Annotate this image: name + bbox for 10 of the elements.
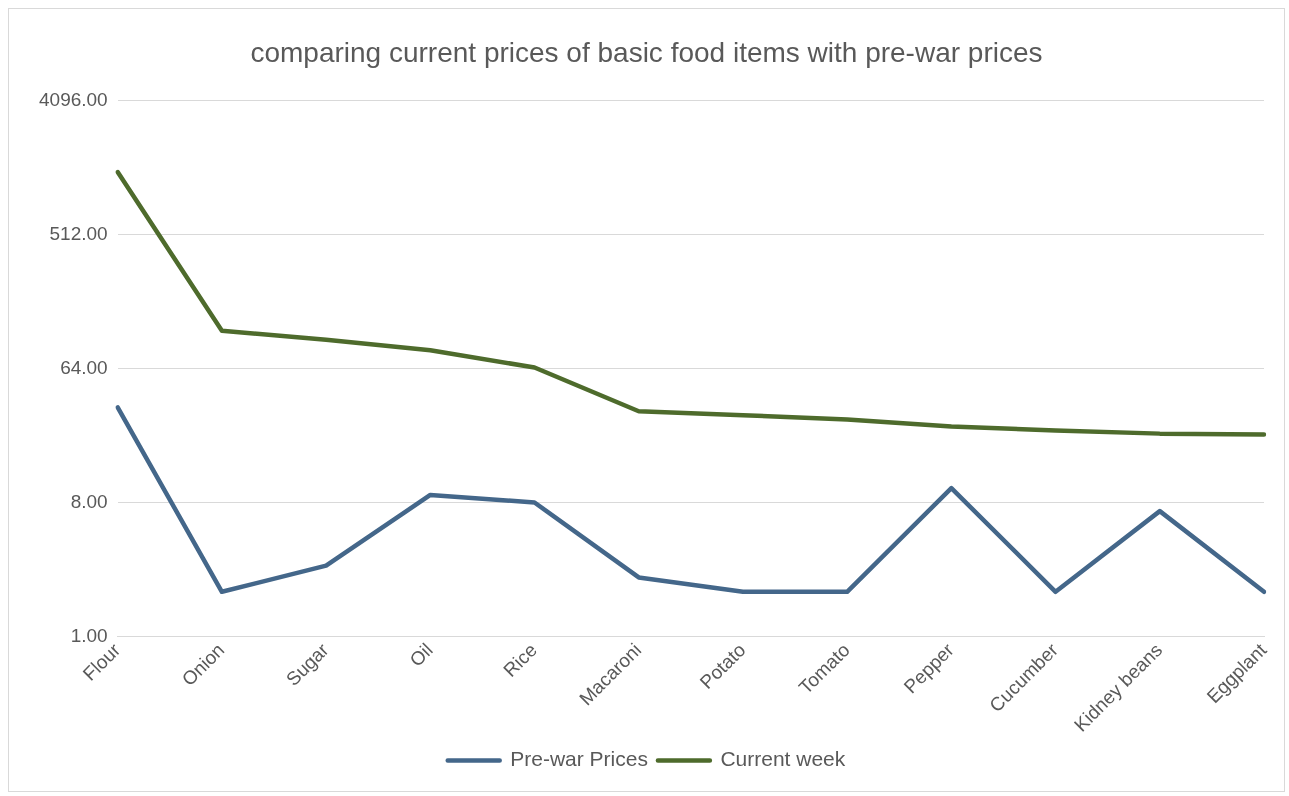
y-tick-label: 4096.00 [38,88,108,110]
x-tick-label: Rice [499,639,542,681]
x-tick-label: Oil [405,639,437,671]
y-tick-label: 64.00 [60,356,108,378]
legend-label: Pre-war Prices [510,747,648,771]
legend-label: Current week [720,747,846,771]
chart-title: comparing current prices of basic food items with pre-war prices [250,36,1043,68]
y-tick-label: 8.00 [70,490,108,512]
y-tick-label: 1.00 [70,624,108,646]
y-tick-label: 512.00 [49,222,108,244]
